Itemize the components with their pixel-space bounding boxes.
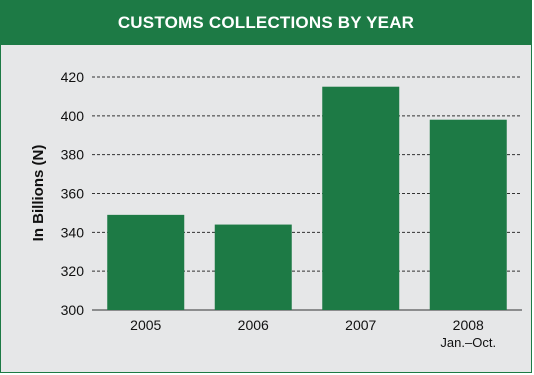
x-category-sublabel: Jan.–Oct. <box>440 335 496 350</box>
y-tick-label: 320 <box>61 263 85 279</box>
y-axis-label: In Billions (N) <box>30 145 47 242</box>
bar-2006 <box>214 224 292 310</box>
x-category-label: 2008 <box>453 317 484 333</box>
y-tick-label: 400 <box>61 108 85 124</box>
x-category-label: 2005 <box>130 317 161 333</box>
bar-2007 <box>322 86 400 310</box>
x-category-labels: 2005 2006 2007 2008 Jan.–Oct. <box>130 317 496 350</box>
y-tick-label: 360 <box>61 186 85 202</box>
bar-2005 <box>107 214 185 310</box>
x-category-label: 2006 <box>238 317 269 333</box>
x-category-label: 2007 <box>345 317 376 333</box>
bar-2008 <box>429 119 507 310</box>
chart-title: CUSTOMS COLLECTIONS BY YEAR <box>1 1 531 45</box>
y-tick-label: 340 <box>61 224 85 240</box>
y-tick-label: 300 <box>61 302 85 318</box>
bars <box>107 86 507 310</box>
y-tick-label: 380 <box>61 147 85 163</box>
y-tick-label: 420 <box>61 69 85 85</box>
y-tick-labels: 300 320 340 360 380 400 420 <box>61 69 85 318</box>
